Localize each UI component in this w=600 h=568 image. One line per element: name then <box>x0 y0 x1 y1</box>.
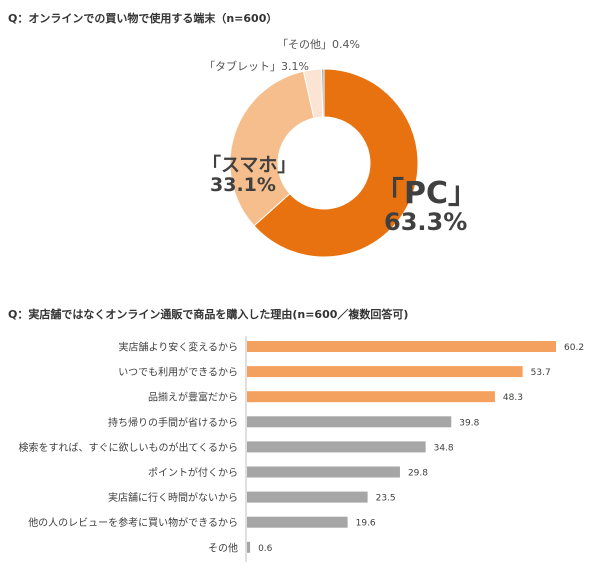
bar-category-label: 実店舗に行く時間がないから <box>108 491 238 504</box>
bar-category-label: ポイントが付くから <box>148 466 238 479</box>
donut-slice-smartphone <box>229 70 315 227</box>
bar-value-label: 0.6 <box>258 544 273 554</box>
slice-value-other: 0.4% <box>332 38 360 51</box>
bar-category-label: 検索をすれば、すぐに欲しいものが出てくるから <box>19 441 239 454</box>
donut-chart <box>229 68 419 258</box>
bar <box>247 366 523 378</box>
bar <box>247 441 426 453</box>
bar-value-label: 60.2 <box>564 343 584 353</box>
bar-category-label: 持ち帰りの手間が省けるから <box>108 416 238 429</box>
bar <box>247 341 556 352</box>
donut-slice-other <box>321 68 325 118</box>
bar-value-label: 29.8 <box>408 469 428 479</box>
bar-value-label: 48.3 <box>503 393 523 403</box>
bar-category-label: 他の人のレビューを参考に買い物ができるから <box>28 516 238 529</box>
slice-value-smartphone: 33.1% <box>210 174 276 196</box>
slice-value-pc: 63.3% <box>384 208 468 236</box>
bar-value-label: 34.8 <box>434 443 454 453</box>
bar <box>247 416 452 428</box>
bar <box>247 541 251 553</box>
slice-value-tablet: 3.1% <box>281 60 309 73</box>
bar-category-label: 品揃えが豊富だから <box>148 391 238 404</box>
slice-name-tablet: 「タブレット」 <box>204 60 281 73</box>
slice-name-pc: 「PC」 <box>374 176 479 211</box>
bar-value-label: 39.8 <box>459 418 479 428</box>
bar-value-label: 19.6 <box>356 519 376 529</box>
slice-label-tablet: 「タブレット」3.1% <box>204 58 309 74</box>
pie-chart-title: Q：オンラインでの買い物で使用する端末（n=600） <box>8 12 278 25</box>
bar <box>247 466 400 478</box>
bar-value-label: 53.7 <box>531 368 551 378</box>
bar-category-label: その他 <box>208 541 238 554</box>
bar <box>247 516 348 528</box>
bar-category-label: いつでも利用ができるから <box>118 366 238 379</box>
donut-slice-pc <box>253 68 419 258</box>
bar-value-label: 23.5 <box>376 494 396 504</box>
bar <box>247 391 495 403</box>
bar <box>247 491 368 503</box>
bar-category-label: 実店舗より安く変えるから <box>119 341 239 354</box>
bar-chart-title: Q：実店舗ではなくオンライン通販で商品を購入した理由(n=600／複数回答可) <box>8 308 409 321</box>
slice-name-smartphone: 「スマホ」 <box>202 154 297 176</box>
slice-name-other: 「その他」 <box>277 38 332 51</box>
slice-label-other: 「その他」0.4% <box>277 36 360 52</box>
